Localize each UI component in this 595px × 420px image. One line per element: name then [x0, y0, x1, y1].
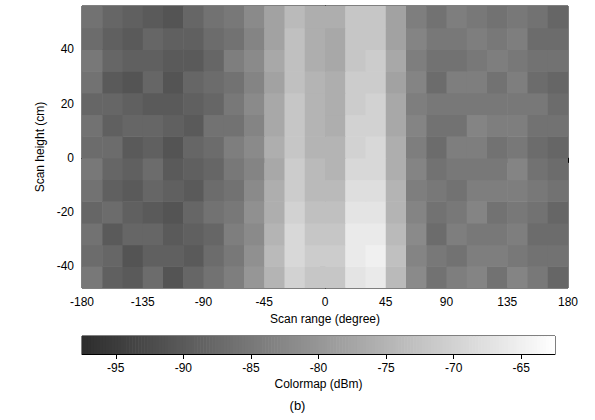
- svg-text:180: 180: [558, 295, 578, 309]
- svg-text:20: 20: [61, 97, 75, 111]
- svg-text:-80: -80: [310, 361, 328, 375]
- svg-text:-70: -70: [445, 361, 463, 375]
- svg-text:-75: -75: [377, 361, 395, 375]
- svg-text:-65: -65: [513, 361, 531, 375]
- svg-text:-20: -20: [57, 205, 75, 219]
- svg-text:Colormap (dBm): Colormap (dBm): [274, 377, 362, 391]
- svg-text:-95: -95: [107, 361, 125, 375]
- svg-text:40: 40: [61, 42, 75, 56]
- svg-text:0: 0: [322, 295, 329, 309]
- svg-text:135: 135: [497, 295, 517, 309]
- svg-text:90: 90: [440, 295, 454, 309]
- svg-text:-90: -90: [195, 295, 213, 309]
- svg-text:-45: -45: [256, 295, 274, 309]
- svg-text:(b): (b): [290, 398, 306, 413]
- svg-text:-90: -90: [175, 361, 193, 375]
- svg-text:Scan height (cm): Scan height (cm): [33, 102, 47, 193]
- svg-text:45: 45: [379, 295, 393, 309]
- svg-text:0: 0: [67, 151, 74, 165]
- svg-text:-180: -180: [70, 295, 94, 309]
- svg-text:-135: -135: [131, 295, 155, 309]
- svg-text:Scan range (degree): Scan range (degree): [270, 312, 380, 326]
- svg-text:-40: -40: [57, 259, 75, 273]
- svg-text:-85: -85: [242, 361, 260, 375]
